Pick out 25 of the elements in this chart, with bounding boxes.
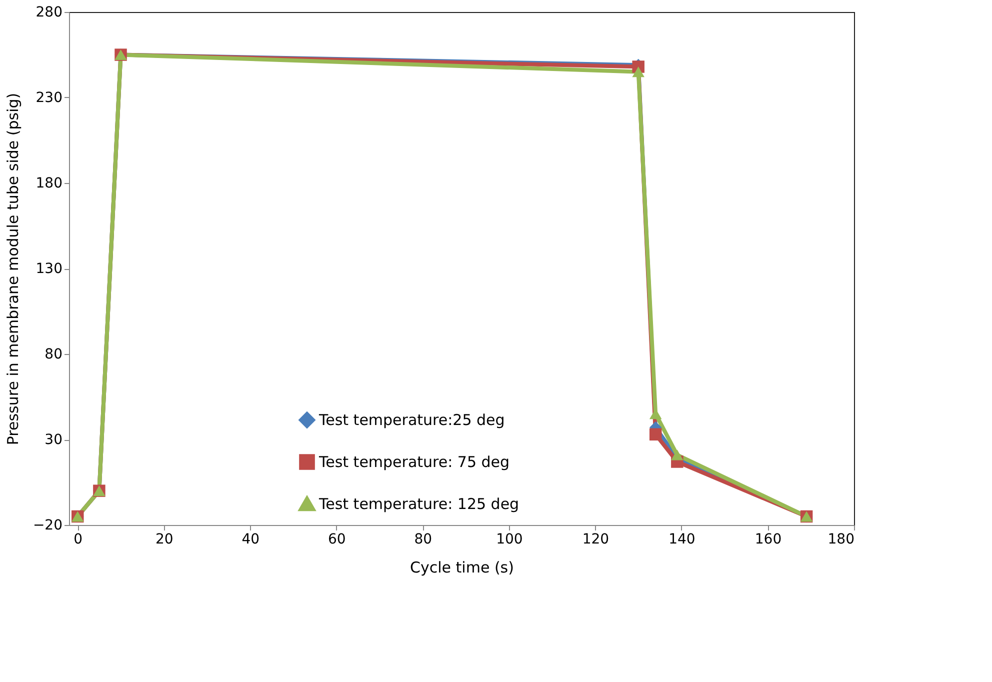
y-tick-label: −20	[32, 518, 62, 534]
x-tick-label: 40	[242, 532, 260, 548]
x-tick-label: 180	[828, 532, 854, 548]
x-tick-label: 100	[496, 532, 523, 548]
x-tick-label: 140	[668, 532, 696, 548]
y-tick-label: 30	[44, 432, 62, 448]
y-axis-title: Pressure in membrane module tube side (psig)	[4, 92, 22, 446]
x-tick-label: 80	[414, 532, 432, 548]
x-tick-label: 60	[328, 532, 346, 548]
y-tick-label: 180	[36, 176, 62, 192]
x-tick-label: 0	[74, 532, 83, 548]
y-tick-label: 280	[36, 4, 62, 20]
x-axis-title: Cycle time (s)	[410, 558, 514, 576]
legend-label: Test temperature: 125 deg	[318, 495, 520, 513]
legend-label: Test temperature: 75 deg	[318, 453, 510, 471]
point	[649, 428, 662, 440]
y-tick-label: 80	[44, 346, 62, 362]
point	[671, 450, 684, 460]
x-tick-label: 120	[582, 532, 610, 548]
y-tick-label: 230	[36, 90, 62, 106]
point	[632, 66, 644, 78]
legend-label: Test temperature:25 deg	[318, 411, 505, 429]
y-tick-label: 130	[36, 261, 62, 277]
x-tick-label: 160	[754, 532, 782, 548]
x-tick-label: 20	[155, 532, 174, 548]
